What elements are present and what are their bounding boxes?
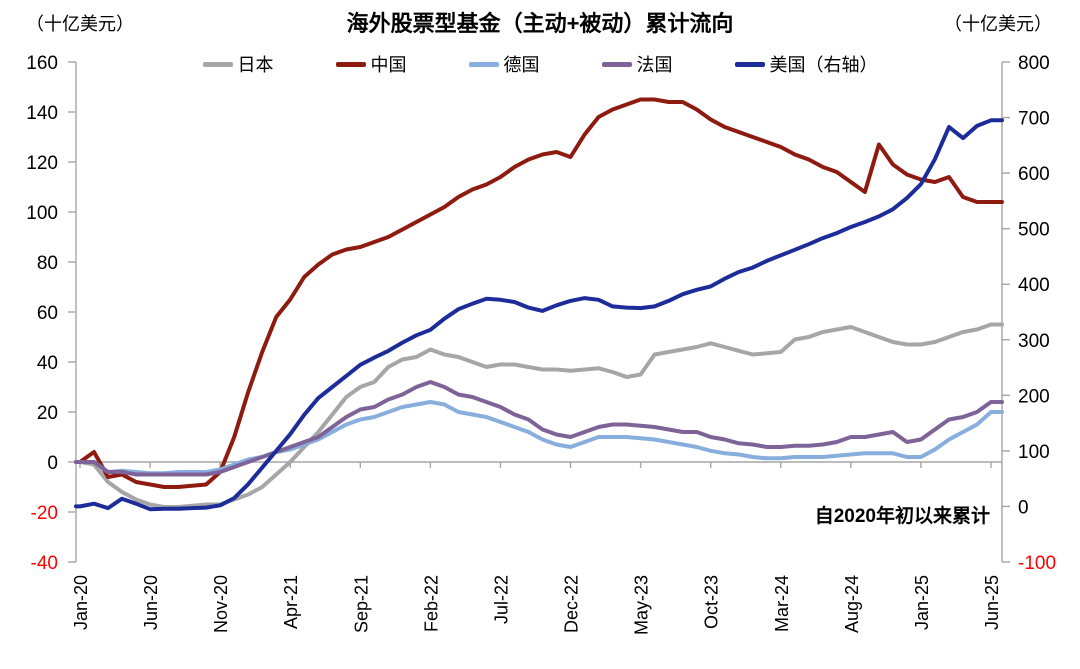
- legend-label-japan: 日本: [237, 55, 274, 75]
- y-left-tick-label: 0: [47, 453, 58, 474]
- legend-label-china: 中国: [370, 55, 407, 75]
- x-tick-label: Sep-21: [351, 575, 371, 633]
- legend-item-japan: 日本: [202, 51, 274, 77]
- x-tick-label: Jun-20: [141, 575, 161, 630]
- legend-swatch-us: [734, 61, 765, 67]
- series-line-germany: [74, 400, 1004, 476]
- y-left-tick-label: 20: [37, 403, 58, 424]
- y-right-tick-label: 600: [1018, 164, 1050, 185]
- x-tick-label: Mar-24: [772, 575, 792, 632]
- legend-item-china: 中国: [335, 51, 407, 77]
- y-right-tick-label: 800: [1018, 53, 1050, 74]
- legend-item-us: 美国（右轴）: [734, 51, 878, 77]
- legend-label-france: 法国: [636, 55, 673, 75]
- y-left-tick-label: 120: [26, 153, 58, 174]
- x-tick-label: Nov-20: [211, 575, 231, 633]
- y-left-unit-label: （十亿美元）: [26, 14, 134, 34]
- legend-swatch-japan: [202, 61, 233, 67]
- y-right-tick-label: 100: [1018, 442, 1050, 463]
- x-tick-label: Aug-24: [842, 575, 862, 633]
- legend-item-france: 法国: [601, 51, 673, 77]
- y-left-tick-label: 160: [26, 53, 58, 74]
- y-right-tick-label: -100: [1018, 553, 1056, 574]
- y-right-tick-label: 400: [1018, 275, 1050, 296]
- y-left-tick-label: 40: [37, 353, 58, 374]
- series-lines: [74, 97, 1004, 512]
- y-right-tick-label: 300: [1018, 331, 1050, 352]
- y-right-unit-label: （十亿美元）: [944, 14, 1052, 34]
- series-line-china: [74, 97, 1004, 489]
- legend-label-us: 美国（右轴）: [769, 55, 878, 75]
- series-line-france: [74, 380, 1004, 477]
- legend-label-germany: 德国: [503, 55, 540, 75]
- y-right-tick-label: 0: [1018, 497, 1029, 518]
- y-left-tick-label: 60: [37, 303, 58, 324]
- legend: 日本 中国 德国 法国 美国（右轴）: [60, 52, 1020, 76]
- x-tick-label: Jan-25: [912, 575, 932, 630]
- chart-title: 海外股票型基金（主动+被动）累计流向: [346, 11, 734, 36]
- y-right-tick-label: 500: [1018, 220, 1050, 241]
- annotation-note: 自2020年初以来累计: [814, 506, 990, 527]
- axes: [68, 61, 1010, 563]
- x-tick-label: Jun-25: [982, 575, 1002, 630]
- x-tick-label: Feb-22: [421, 575, 441, 632]
- x-tick-label: Jan-20: [71, 575, 91, 630]
- x-tick-label: May-23: [632, 575, 652, 635]
- y-left-tick-label: 80: [37, 253, 58, 274]
- y-left-tick-label: -20: [31, 503, 58, 524]
- legend-swatch-china: [335, 61, 366, 67]
- axis-labels: 160140120100806040200-20-408007006005004…: [26, 53, 1056, 635]
- legend-swatch-france: [601, 61, 632, 67]
- y-left-tick-label: 100: [26, 203, 58, 224]
- series-line-japan: [74, 322, 1004, 509]
- y-left-tick-label: 140: [26, 103, 58, 124]
- x-tick-label: Jul-22: [491, 575, 511, 624]
- series-line-us: [74, 118, 1004, 512]
- y-right-tick-label: 700: [1018, 109, 1050, 130]
- legend-item-germany: 德国: [468, 51, 540, 77]
- legend-swatch-germany: [468, 61, 499, 67]
- x-tick-label: Dec-22: [562, 575, 582, 633]
- x-tick-label: Oct-23: [702, 575, 722, 629]
- y-right-tick-label: 200: [1018, 386, 1050, 407]
- x-tick-label: Apr-21: [281, 575, 301, 629]
- y-left-tick-label: -40: [31, 553, 58, 574]
